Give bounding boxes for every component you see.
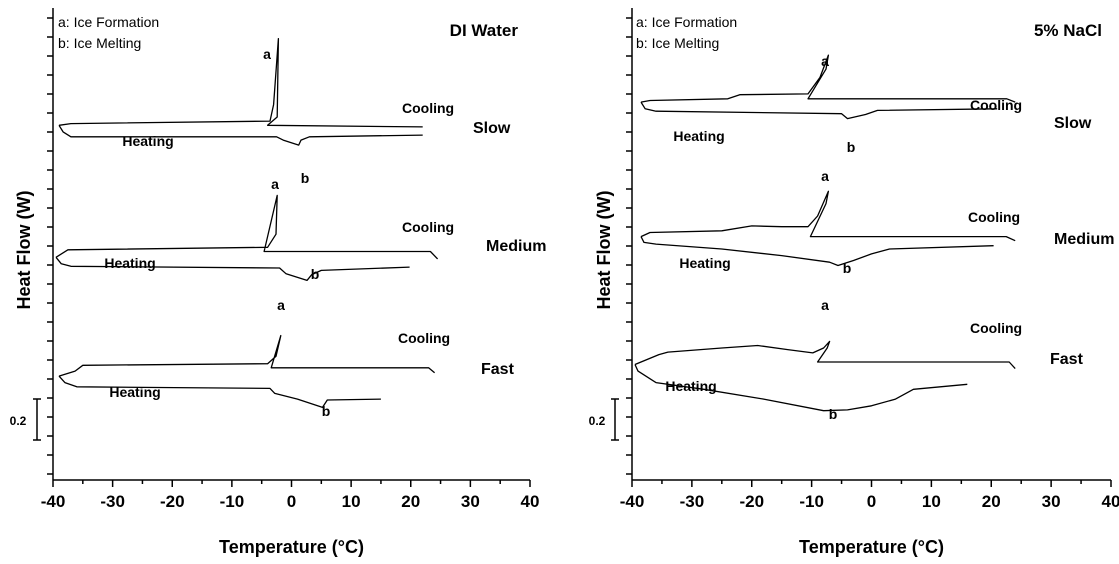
rate-label: Fast: [481, 361, 515, 378]
heating-curve: [634, 364, 968, 412]
heating-label: Heating: [673, 128, 724, 144]
trace-fast: a Cooling Heating b Fast: [634, 297, 1084, 422]
x-tick-label: -10: [220, 492, 245, 511]
heating-label: Heating: [109, 384, 160, 400]
x-tick-label: 0: [867, 492, 876, 511]
heating-label: Heating: [679, 255, 730, 271]
cooling-label: Cooling: [970, 320, 1022, 336]
chart-title: DI Water: [450, 21, 519, 40]
rate-label: Medium: [1054, 231, 1114, 248]
heating-curve: [640, 101, 998, 120]
cooling-curve: [640, 54, 1016, 103]
trace-medium: a Cooling Heating b Medium: [55, 176, 546, 282]
x-tick-label: 20: [401, 492, 420, 511]
x-tick-label: 30: [1042, 492, 1061, 511]
x-tick-label: 30: [461, 492, 480, 511]
x-tick-label: 20: [982, 492, 1001, 511]
label-a: a: [821, 297, 829, 313]
legend-entry: a: Ice Formation: [58, 14, 159, 30]
rate-label: Slow: [473, 120, 511, 137]
label-b: b: [829, 406, 838, 422]
x-tick-label: 40: [521, 492, 540, 511]
rate-label: Slow: [1054, 115, 1092, 132]
cooling-label: Cooling: [402, 219, 454, 235]
x-tick-label: 40: [1102, 492, 1119, 511]
x-tick-label: 10: [922, 492, 941, 511]
label-b: b: [322, 403, 331, 419]
label-b: b: [843, 260, 852, 276]
legend-entry: b: Ice Melting: [636, 35, 719, 51]
label-a: a: [821, 168, 829, 184]
label-a: a: [277, 297, 285, 313]
x-axis-title: Temperature (°C): [799, 537, 944, 557]
trace-slow: a Cooling Heating b Slow: [58, 37, 511, 186]
chart-panel-di-water: -40 -30 -20 -10 0 10 20 30 40 Temperature (°C) Hea…: [10, 8, 546, 557]
trace-slow: a Cooling Heating b Slow: [640, 53, 1092, 155]
label-a: a: [271, 176, 279, 192]
rate-label: Medium: [486, 238, 546, 255]
heating-curve: [58, 375, 381, 409]
x-axis-title: Temperature (°C): [219, 537, 364, 557]
scale-bar-label: 0.2: [10, 414, 27, 428]
label-b: b: [311, 266, 320, 282]
y-axis-title: Heat Flow (W): [14, 191, 34, 310]
trace-medium: a Cooling Heating b Medium: [640, 168, 1114, 276]
cooling-label: Cooling: [402, 100, 454, 116]
rate-label: Fast: [1050, 351, 1084, 368]
label-a: a: [821, 53, 829, 69]
cooling-label: Cooling: [970, 97, 1022, 113]
heating-curve: [55, 256, 410, 282]
label-b: b: [847, 139, 856, 155]
chart-panel-nacl: -40 -30 -20 -10 0 10 20 30 40 Temperature (°C) Hea…: [589, 8, 1119, 557]
x-tick-label: 10: [342, 492, 361, 511]
cooling-curve: [58, 37, 423, 128]
trace-fast: a Cooling Heating b Fast: [58, 297, 515, 419]
x-tick-label: -30: [100, 492, 125, 511]
y-axis-title: Heat Flow (W): [594, 191, 614, 310]
scale-bar-label: 0.2: [589, 414, 606, 428]
legend-entry: b: Ice Melting: [58, 35, 141, 51]
x-tick-label: -40: [620, 492, 645, 511]
cooling-curve: [634, 340, 1016, 370]
heating-label: Heating: [122, 133, 173, 149]
x-tick-label: 0: [287, 492, 296, 511]
heating-curve: [58, 124, 423, 146]
cooling-label: Cooling: [968, 209, 1020, 225]
x-tick-label: -10: [799, 492, 824, 511]
cooling-curve: [640, 190, 1016, 242]
cooling-curve: [58, 334, 436, 377]
cooling-curve: [55, 194, 439, 260]
x-tick-label: -30: [680, 492, 705, 511]
x-tick-label: -20: [160, 492, 185, 511]
label-a: a: [263, 46, 271, 62]
legend-entry: a: Ice Formation: [636, 14, 737, 30]
heating-label: Heating: [104, 255, 155, 271]
label-b: b: [301, 170, 310, 186]
x-tick-label: -20: [739, 492, 764, 511]
cooling-label: Cooling: [398, 330, 450, 346]
chart-title: 5% NaCl: [1034, 21, 1102, 40]
heating-label: Heating: [665, 378, 716, 394]
heating-curve: [640, 236, 994, 267]
x-tick-label: -40: [41, 492, 66, 511]
